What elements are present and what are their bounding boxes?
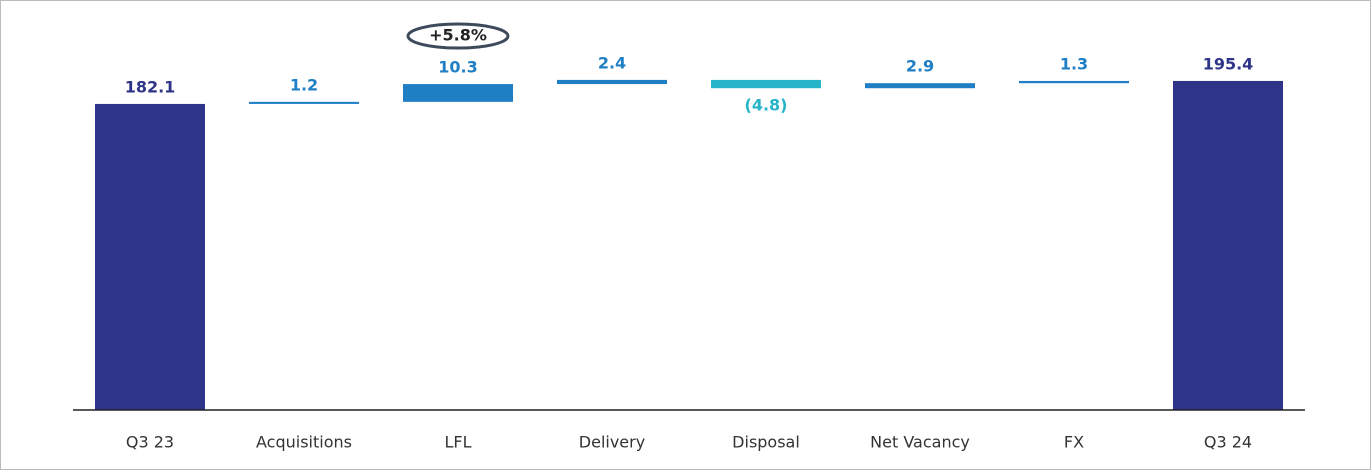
data-label: 2.4	[598, 53, 626, 72]
x-tick-label: Delivery	[579, 433, 645, 452]
x-tick-label: FX	[1064, 433, 1084, 452]
data-label: (4.8)	[745, 96, 788, 115]
data-label: 2.9	[906, 57, 934, 76]
data-label: 1.2	[290, 75, 318, 94]
bar	[249, 101, 359, 104]
x-tick-label: Q3 23	[126, 433, 174, 452]
annotation: +5.8%	[429, 26, 487, 45]
bar	[1019, 80, 1129, 84]
data-label: 10.3	[438, 58, 477, 77]
bar	[711, 79, 821, 89]
x-tick-label: LFL	[444, 433, 471, 452]
bar	[557, 79, 667, 85]
x-tick-label: Net Vacancy	[870, 433, 970, 452]
data-label: 182.1	[125, 77, 176, 96]
data-label: 1.3	[1060, 54, 1088, 73]
bar	[865, 83, 975, 89]
bar	[1173, 80, 1283, 411]
bar	[403, 84, 513, 102]
x-tick-label: Acquisitions	[256, 433, 352, 452]
x-tick-label: Disposal	[732, 433, 800, 452]
bar	[95, 103, 205, 410]
annotation-ring	[406, 22, 510, 50]
x-tick-label: Q3 24	[1204, 433, 1252, 452]
data-label: 195.4	[1203, 54, 1254, 73]
